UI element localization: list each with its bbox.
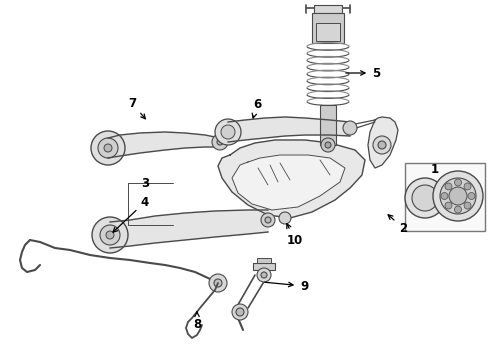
Circle shape [412, 185, 438, 211]
Circle shape [214, 279, 222, 287]
Polygon shape [368, 117, 398, 168]
Circle shape [92, 217, 128, 253]
Polygon shape [110, 210, 268, 248]
Circle shape [212, 134, 228, 150]
Text: 8: 8 [193, 312, 201, 332]
Text: 3: 3 [141, 176, 149, 189]
Circle shape [343, 121, 357, 135]
Bar [320, 105, 336, 145]
Text: 5: 5 [346, 67, 380, 80]
Bar [405, 163, 485, 231]
Circle shape [257, 268, 271, 282]
Circle shape [378, 141, 386, 149]
Bar [257, 258, 271, 263]
Bar [314, 5, 342, 13]
Circle shape [215, 119, 241, 145]
Circle shape [100, 225, 120, 245]
Circle shape [464, 202, 471, 209]
Circle shape [104, 144, 112, 152]
Circle shape [405, 178, 445, 218]
Bar [312, 13, 344, 43]
Circle shape [98, 138, 118, 158]
Circle shape [440, 178, 476, 214]
Circle shape [217, 139, 223, 145]
Bar [253, 263, 275, 270]
Bar [316, 23, 340, 41]
Circle shape [209, 274, 227, 292]
Text: 2: 2 [388, 215, 407, 234]
Circle shape [261, 213, 275, 227]
Circle shape [464, 183, 471, 190]
Polygon shape [108, 132, 220, 158]
Polygon shape [218, 140, 365, 218]
Circle shape [261, 272, 267, 278]
Text: 4: 4 [113, 195, 149, 232]
Text: 10: 10 [287, 224, 303, 247]
Text: 6: 6 [252, 98, 261, 118]
Circle shape [232, 304, 248, 320]
Text: 1: 1 [431, 162, 439, 176]
Circle shape [265, 217, 271, 223]
Circle shape [455, 206, 462, 213]
Circle shape [455, 179, 462, 186]
Circle shape [441, 193, 448, 199]
Circle shape [433, 171, 483, 221]
Circle shape [236, 308, 244, 316]
Polygon shape [232, 155, 345, 210]
Circle shape [449, 187, 467, 205]
Circle shape [106, 231, 114, 239]
Circle shape [468, 193, 475, 199]
Circle shape [91, 131, 125, 165]
Text: 7: 7 [128, 96, 146, 119]
Circle shape [325, 142, 331, 148]
Circle shape [445, 202, 452, 209]
Circle shape [279, 212, 291, 224]
Polygon shape [228, 117, 350, 142]
Circle shape [321, 138, 335, 152]
Circle shape [445, 183, 452, 190]
Circle shape [221, 125, 235, 139]
Text: 9: 9 [265, 279, 308, 292]
Circle shape [373, 136, 391, 154]
